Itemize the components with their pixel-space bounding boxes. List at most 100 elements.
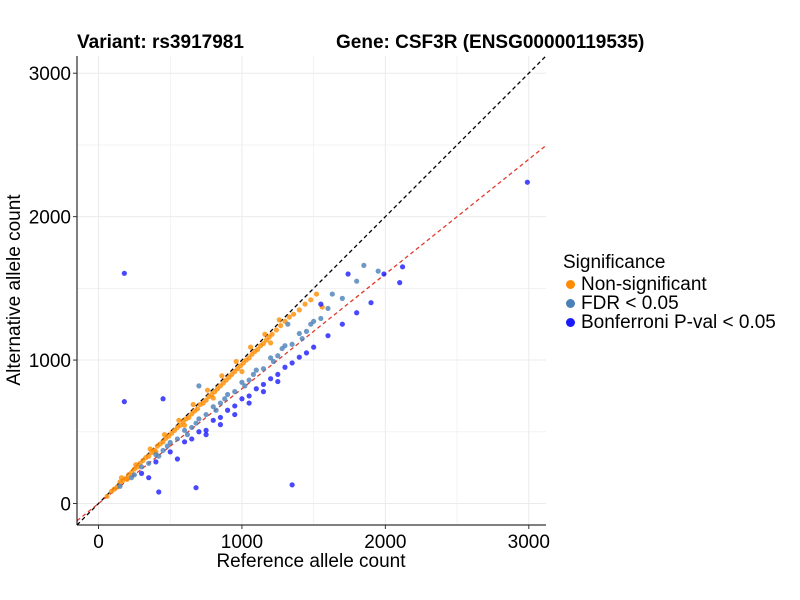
- data-point: [329, 291, 335, 297]
- data-point: [203, 411, 209, 418]
- legend-item: Bonferroni P-val < 0.05: [563, 312, 776, 333]
- y-tick-label: 2000: [29, 208, 71, 229]
- axes: [76, 56, 546, 526]
- series-2: [121, 179, 530, 495]
- data-point: [189, 436, 195, 442]
- data-point: [133, 462, 139, 468]
- data-point: [232, 389, 238, 395]
- data-point: [268, 340, 274, 346]
- data-point: [177, 422, 183, 428]
- data-point: [146, 453, 152, 459]
- legend-swatch: [566, 299, 575, 308]
- data-point: [164, 443, 170, 449]
- data-point: [224, 391, 231, 398]
- data-point: [345, 271, 351, 277]
- data-point: [193, 420, 199, 426]
- data-point: [325, 333, 331, 339]
- y-tick-label: 3000: [29, 64, 71, 85]
- data-point: [308, 297, 314, 303]
- data-point: [232, 403, 238, 409]
- data-point: [339, 295, 345, 301]
- data-point: [204, 387, 211, 393]
- data-point: [190, 401, 196, 408]
- data-point: [239, 396, 245, 402]
- data-point: [354, 310, 360, 316]
- data-point: [289, 482, 295, 488]
- data-point: [268, 376, 274, 382]
- data-point: [260, 389, 267, 395]
- data-point: [286, 314, 292, 320]
- data-point: [242, 383, 248, 389]
- y-tick-label: 0: [60, 494, 71, 515]
- data-point: [160, 439, 166, 445]
- data-point: [255, 346, 261, 352]
- legend-swatch: [566, 280, 575, 289]
- data-point: [368, 300, 374, 306]
- data-point: [260, 340, 267, 347]
- data-point: [121, 270, 127, 276]
- data-point: [194, 406, 201, 412]
- data-point: [181, 427, 188, 433]
- data-point: [275, 371, 281, 378]
- data-point: [217, 400, 224, 406]
- series-0: [104, 291, 325, 499]
- data-point: [303, 350, 310, 356]
- data-point: [213, 407, 219, 413]
- data-point: [296, 330, 302, 337]
- data-point: [250, 371, 257, 378]
- data-point: [146, 475, 152, 481]
- data-point: [186, 414, 192, 421]
- legend-label: FDR < 0.05: [581, 292, 679, 314]
- data-point: [138, 470, 145, 476]
- data-point: [289, 360, 295, 366]
- x-tick-label: 1000: [221, 532, 263, 553]
- data-point: [296, 354, 302, 360]
- data-point: [285, 321, 291, 327]
- data-point: [156, 489, 162, 495]
- grid-lines: [77, 56, 546, 525]
- data-point: [184, 432, 191, 438]
- data-point: [224, 407, 231, 413]
- data-point: [217, 422, 224, 428]
- data-point: [124, 476, 130, 482]
- data-point: [210, 417, 216, 423]
- data-point: [121, 399, 127, 405]
- data-point: [397, 280, 403, 286]
- data-point: [299, 335, 305, 342]
- data-point: [104, 493, 110, 499]
- data-point: [313, 291, 320, 297]
- data-point: [174, 456, 180, 462]
- data-point: [399, 264, 406, 270]
- data-point: [246, 377, 252, 383]
- data-point: [196, 429, 202, 435]
- data-point: [167, 449, 173, 455]
- data-point: [311, 344, 317, 350]
- data-point: [290, 311, 297, 317]
- data-point: [268, 355, 274, 361]
- data-point: [176, 417, 182, 423]
- data-point: [128, 475, 135, 481]
- data-point: [354, 278, 360, 284]
- data-point: [239, 379, 245, 385]
- data-point: [146, 460, 152, 466]
- data-point: [279, 345, 285, 352]
- data-point: [282, 364, 288, 370]
- data-point: [246, 393, 252, 399]
- data-point: [210, 404, 216, 410]
- y-tick-label: 1000: [29, 351, 71, 372]
- data-point: [219, 373, 225, 379]
- data-point: [181, 439, 188, 445]
- fit-line: [76, 144, 547, 522]
- data-point: [196, 383, 202, 389]
- data-point: [318, 315, 324, 322]
- data-point: [260, 366, 267, 372]
- data-point: [160, 396, 166, 402]
- data-point: [375, 268, 381, 274]
- data-point: [196, 416, 202, 422]
- data-point: [247, 344, 254, 350]
- legend-title: Significance: [563, 252, 666, 273]
- data-point: [361, 262, 367, 269]
- data-point: [302, 301, 308, 307]
- y-axis-label: Alternative allele count: [4, 194, 25, 386]
- tick-labels: 0 1000 2000 3000 0 1000 2000 3000: [29, 64, 550, 553]
